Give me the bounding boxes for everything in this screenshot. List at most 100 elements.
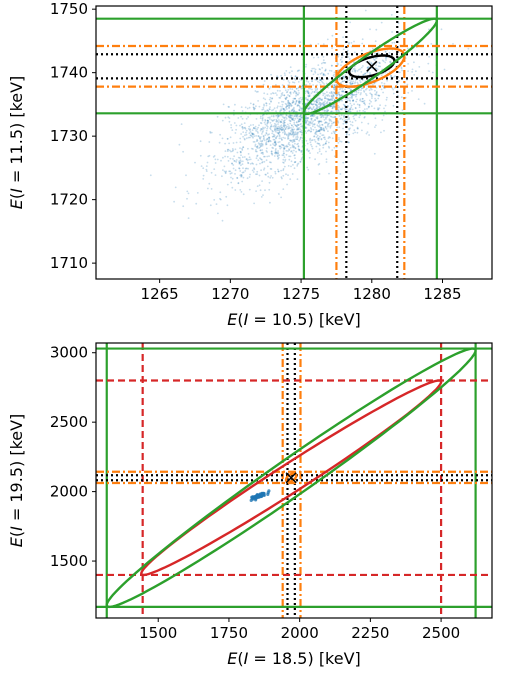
top-scatter-point [317,122,320,124]
top-scatter-point [283,156,286,159]
top-scatter-point [291,152,294,154]
top-scatter-point [288,133,290,136]
top-scatter-point [330,98,332,101]
top-scatter-point [225,170,228,173]
top-scatter-point [288,139,291,142]
top-scatter-point [339,87,342,90]
top-scatter-point [293,154,296,157]
top-scatter-point [318,101,321,104]
top-scatter-point [266,122,269,125]
top-scatter-point [320,120,322,122]
top-scatter-point [331,96,333,98]
top-scatter-point [249,131,252,133]
top-scatter-point [275,84,277,86]
top-scatter-point [285,91,288,94]
top-scatter-point [328,98,330,101]
top-scatter-point [268,116,271,119]
top-scatter-point [261,151,263,154]
top-scatter-point [315,116,318,119]
top-scatter-point [293,110,296,112]
top-scatter-point [381,82,383,84]
top-scatter-point [281,103,284,106]
top-scatter-point [440,28,443,31]
top-scatter-point [348,77,351,79]
top-scatter-point [296,133,299,135]
top-scatter-point [278,128,281,131]
top-scatter-point [284,89,287,92]
top-scatter-point [255,173,257,176]
top-scatter-point [292,117,295,120]
top-scatter-point [249,102,252,105]
top-scatter-point [287,103,290,106]
top-scatter-point [275,137,277,140]
top-scatter-point [322,74,325,77]
top-scatter-point [282,128,285,131]
top-scatter-point [386,96,388,99]
top-scatter-point [316,117,319,119]
top-scatter-point [368,102,371,105]
top-scatter-point [293,119,296,122]
top-scatter-point [340,108,343,111]
top-scatter-point [277,127,279,130]
top-scatter-point [297,93,300,96]
top-scatter-point [371,47,374,50]
top-scatter-point [352,100,354,102]
top-scatter-point [365,132,368,135]
top-scatter-point [281,139,283,141]
top-scatter-point [238,161,241,164]
top-scatter-point [332,130,335,133]
top-scatter-point [349,110,352,113]
top-scatter-point [289,66,292,69]
top-scatter-point [296,93,299,96]
top-scatter-point [374,93,376,96]
top-scatter-point [290,130,293,133]
top-scatter-point [319,73,322,75]
top-x-tick-label: 1280 [353,285,391,303]
top-scatter-point [319,79,322,82]
top-scatter-point [254,90,257,92]
top-scatter-point [319,78,322,81]
top-scatter-point [310,103,313,105]
top-scatter-point [311,88,313,91]
top-scatter-point [333,99,336,101]
top-scatter-point [333,92,336,94]
top-scatter-point [315,79,318,81]
top-scatter-point [373,152,376,155]
top-scatter-point [325,161,328,163]
top-scatter-point [282,148,285,150]
top-scatter-point [259,117,262,119]
top-scatter-point [295,133,298,136]
top-scatter-point [231,148,234,150]
top-scatter-point [279,147,282,150]
top-scatter-point [407,63,409,65]
top-scatter-point [370,88,373,91]
top-scatter-point [320,79,322,82]
top-scatter-point [373,82,376,85]
top-scatter-point [333,155,336,158]
top-scatter-point [374,67,377,70]
top-scatter-point [295,125,298,128]
top-scatter-point [262,153,264,155]
top-scatter-point [296,136,299,139]
top-scatter-point [309,121,312,124]
top-scatter-point [247,167,249,170]
top-scatter-point [239,159,242,162]
top-scatter-point [286,104,289,107]
top-scatter-point [291,118,294,121]
top-scatter-point [266,138,269,140]
top-scatter-point [207,155,210,158]
top-scatter-point [292,132,295,135]
top-scatter-point [282,144,285,147]
top-scatter-point [320,120,323,123]
top-scatter-point [288,119,291,122]
top-scatter-point [349,96,351,99]
top-scatter-point [261,149,264,151]
top-scatter-point [351,95,353,98]
top-scatter-point [219,133,222,136]
top-scatter-point [377,107,379,109]
top-scatter-point [249,173,252,176]
top-scatter-point [315,131,317,133]
top-scatter-point [330,116,333,118]
top-scatter-point [299,102,301,104]
top-scatter-point [330,91,333,93]
